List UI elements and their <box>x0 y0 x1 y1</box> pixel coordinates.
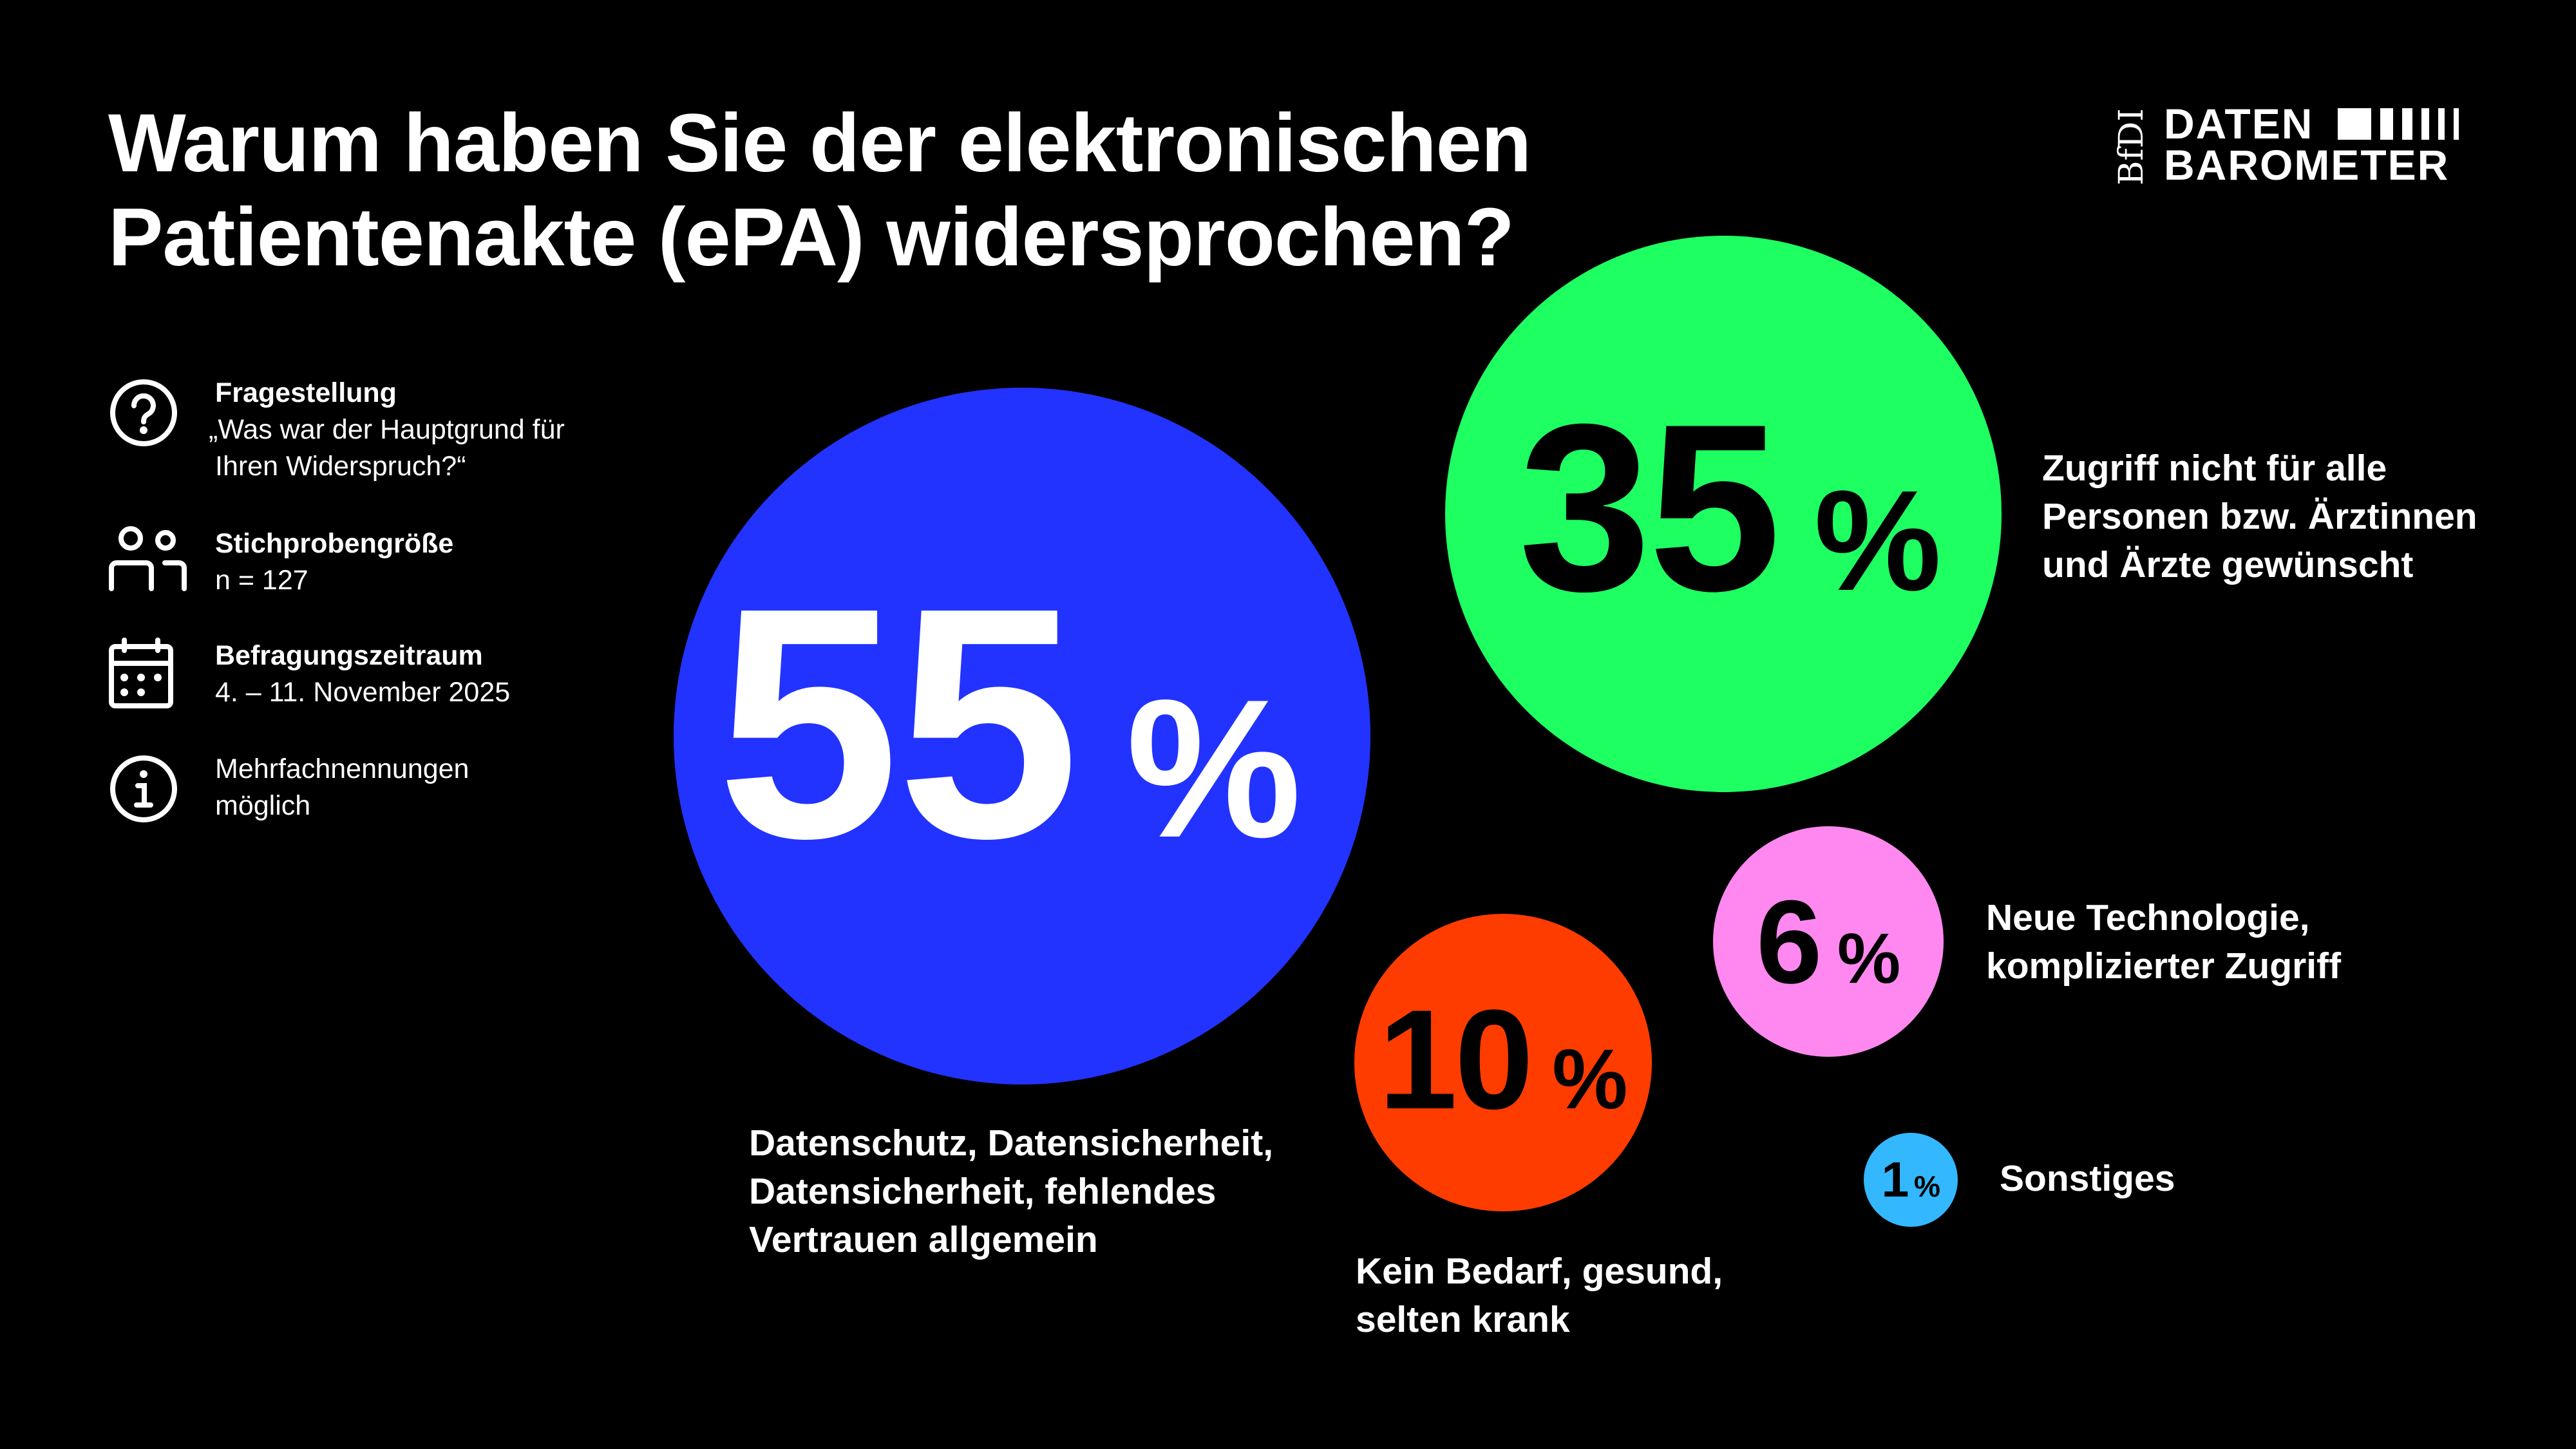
value-number: 35 <box>1519 374 1781 641</box>
bubble-value-label: 6% <box>1756 873 1900 1010</box>
bubble-6 <box>1713 826 1944 1057</box>
label-line: Kein Bedarf, gesund, <box>1356 1251 1723 1292</box>
bubble-55 <box>674 388 1370 1084</box>
label-line: Datensicherheit, fehlendes <box>749 1171 1217 1212</box>
label-line: Zugriff nicht für alle <box>2042 448 2387 489</box>
logo-word-barometer: BAROMETER <box>2164 141 2450 189</box>
label-line: Personen bzw. Ärztinnen <box>2042 496 2477 537</box>
bubble-category-label: Neue Technologie, komplizierter Zugriff <box>1986 894 2341 990</box>
bubble-category-label: Sonstiges <box>2000 1155 2175 1203</box>
label-line: selten krank <box>1356 1299 1570 1340</box>
percent-sign: % <box>1552 1031 1628 1126</box>
percent-sign: % <box>1837 919 1901 998</box>
meta-text: n = 127 <box>215 565 308 596</box>
bubble-35 <box>1445 236 2002 792</box>
label-line: Datenschutz, Datensicherheit, <box>749 1122 1274 1164</box>
bubble-value-label: 55% <box>717 535 1302 913</box>
people-icon <box>109 526 187 591</box>
value-number: 6 <box>1756 875 1822 1008</box>
bubble-value-label: 10% <box>1379 978 1628 1141</box>
calendar-icon <box>109 638 173 708</box>
value-number: 10 <box>1378 980 1534 1139</box>
bubble-category-label: Datenschutz, Datensicherheit, Datensicher… <box>749 1119 1273 1264</box>
meta-heading: Stichprobengröße <box>215 528 454 559</box>
percent-sign: % <box>1814 460 1942 621</box>
value-number: 1 <box>1881 1151 1909 1208</box>
bfdi-logo-mark: BfDI <box>2112 108 2151 185</box>
bubble-value-label: 1% <box>1882 1151 1940 1209</box>
percent-sign: % <box>1913 1169 1940 1203</box>
meta-text: Ihren Widerspruch?“ <box>215 451 466 482</box>
value-number: 55 <box>717 539 1079 907</box>
bubble-category-label: Kein Bedarf, gesund, selten krank <box>1356 1247 1723 1344</box>
label-line: und Ärzte gewünscht <box>2042 544 2414 585</box>
bubble-category-label: Zugriff nicht für alle Personen bzw. Ärzt… <box>2042 444 2477 589</box>
logo-bars-icon <box>2338 108 2459 140</box>
meta-text: möglich <box>215 790 311 821</box>
meta-heading: Fragestellung <box>215 377 397 408</box>
label-line: komplizierter Zugriff <box>1986 945 2342 987</box>
label-line: Sonstiges <box>2000 1158 2175 1199</box>
page-title: Warum haben Sie der elektronischen Patie… <box>108 97 1531 285</box>
bubble-10 <box>1354 914 1652 1211</box>
meta-text: „Was war der Hauptgrund für <box>209 414 565 445</box>
info-circle-icon <box>110 755 177 822</box>
meta-text: Mehrfachnennungen <box>215 753 469 784</box>
title-line-1: Warum haben Sie der elektronischen <box>108 97 1531 189</box>
bubble-1 <box>1864 1133 1958 1227</box>
percent-sign: % <box>1126 658 1302 878</box>
question-circle-icon <box>110 379 177 446</box>
title-line-2: Patientenakte (ePA) widersprochen? <box>108 191 1515 283</box>
label-line: Neue Technologie, <box>1986 897 2310 938</box>
meta-text: 4. – 11. November 2025 <box>215 677 511 708</box>
meta-heading: Befragungszeitraum <box>215 640 483 671</box>
bubble-value-label: 35% <box>1519 371 1941 645</box>
logo-word-daten: DATEN <box>2164 100 2314 147</box>
label-line: Vertrauen allgemein <box>749 1219 1098 1260</box>
datenbarometer-logo: BfDI DATEN BAROMETER <box>2112 100 2473 190</box>
